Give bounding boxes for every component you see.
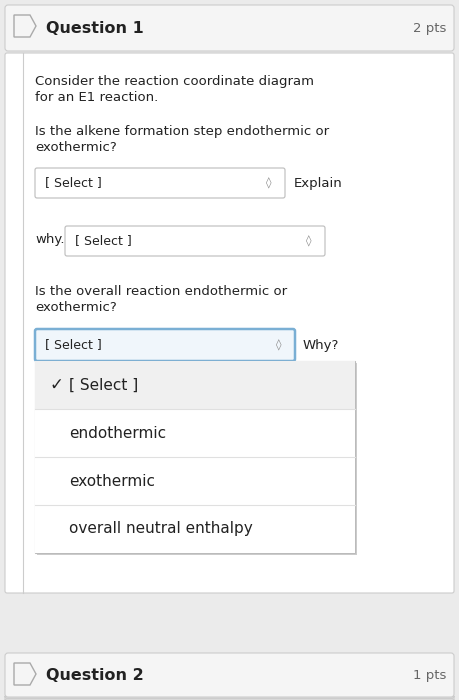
Bar <box>37 363 357 555</box>
Text: ✓: ✓ <box>49 376 63 394</box>
Text: [ Select ]: [ Select ] <box>45 339 102 351</box>
Text: Why?: Why? <box>303 339 339 351</box>
Text: [ Select ]: [ Select ] <box>45 176 102 190</box>
Text: Is the alkene formation step endothermic or: Is the alkene formation step endothermic… <box>35 125 329 138</box>
Text: Consider the reaction coordinate diagram: Consider the reaction coordinate diagram <box>35 75 314 88</box>
Text: why.: why. <box>35 234 65 246</box>
Text: Explain: Explain <box>294 176 343 190</box>
Text: Question 2: Question 2 <box>46 668 144 683</box>
Text: ◊: ◊ <box>266 177 272 189</box>
Text: [ Select ]: [ Select ] <box>75 234 132 248</box>
FancyBboxPatch shape <box>5 696 454 700</box>
Text: for an E1 reaction.: for an E1 reaction. <box>35 91 158 104</box>
Bar <box>35 505 355 553</box>
Text: Question 1: Question 1 <box>46 21 144 36</box>
FancyBboxPatch shape <box>35 168 285 198</box>
FancyBboxPatch shape <box>35 329 295 361</box>
Polygon shape <box>14 15 36 37</box>
Text: exothermic: exothermic <box>69 473 155 489</box>
Text: [ Select ]: [ Select ] <box>69 377 138 393</box>
Text: 1 pts: 1 pts <box>413 669 446 682</box>
FancyBboxPatch shape <box>5 5 454 51</box>
Text: overall neutral enthalpy: overall neutral enthalpy <box>69 522 253 536</box>
Bar <box>35 361 355 553</box>
Bar <box>35 457 355 505</box>
FancyBboxPatch shape <box>5 53 454 593</box>
FancyBboxPatch shape <box>65 226 325 256</box>
Text: exothermic?: exothermic? <box>35 301 117 314</box>
Bar <box>35 361 355 409</box>
Text: exothermic?: exothermic? <box>35 141 117 154</box>
Polygon shape <box>14 663 36 685</box>
Text: ◊: ◊ <box>306 235 312 246</box>
FancyBboxPatch shape <box>5 653 454 697</box>
Text: ◊: ◊ <box>276 340 282 351</box>
Bar <box>35 409 355 457</box>
Text: 2 pts: 2 pts <box>413 22 446 35</box>
Text: Is the overall reaction endothermic or: Is the overall reaction endothermic or <box>35 285 287 298</box>
Text: endothermic: endothermic <box>69 426 166 440</box>
